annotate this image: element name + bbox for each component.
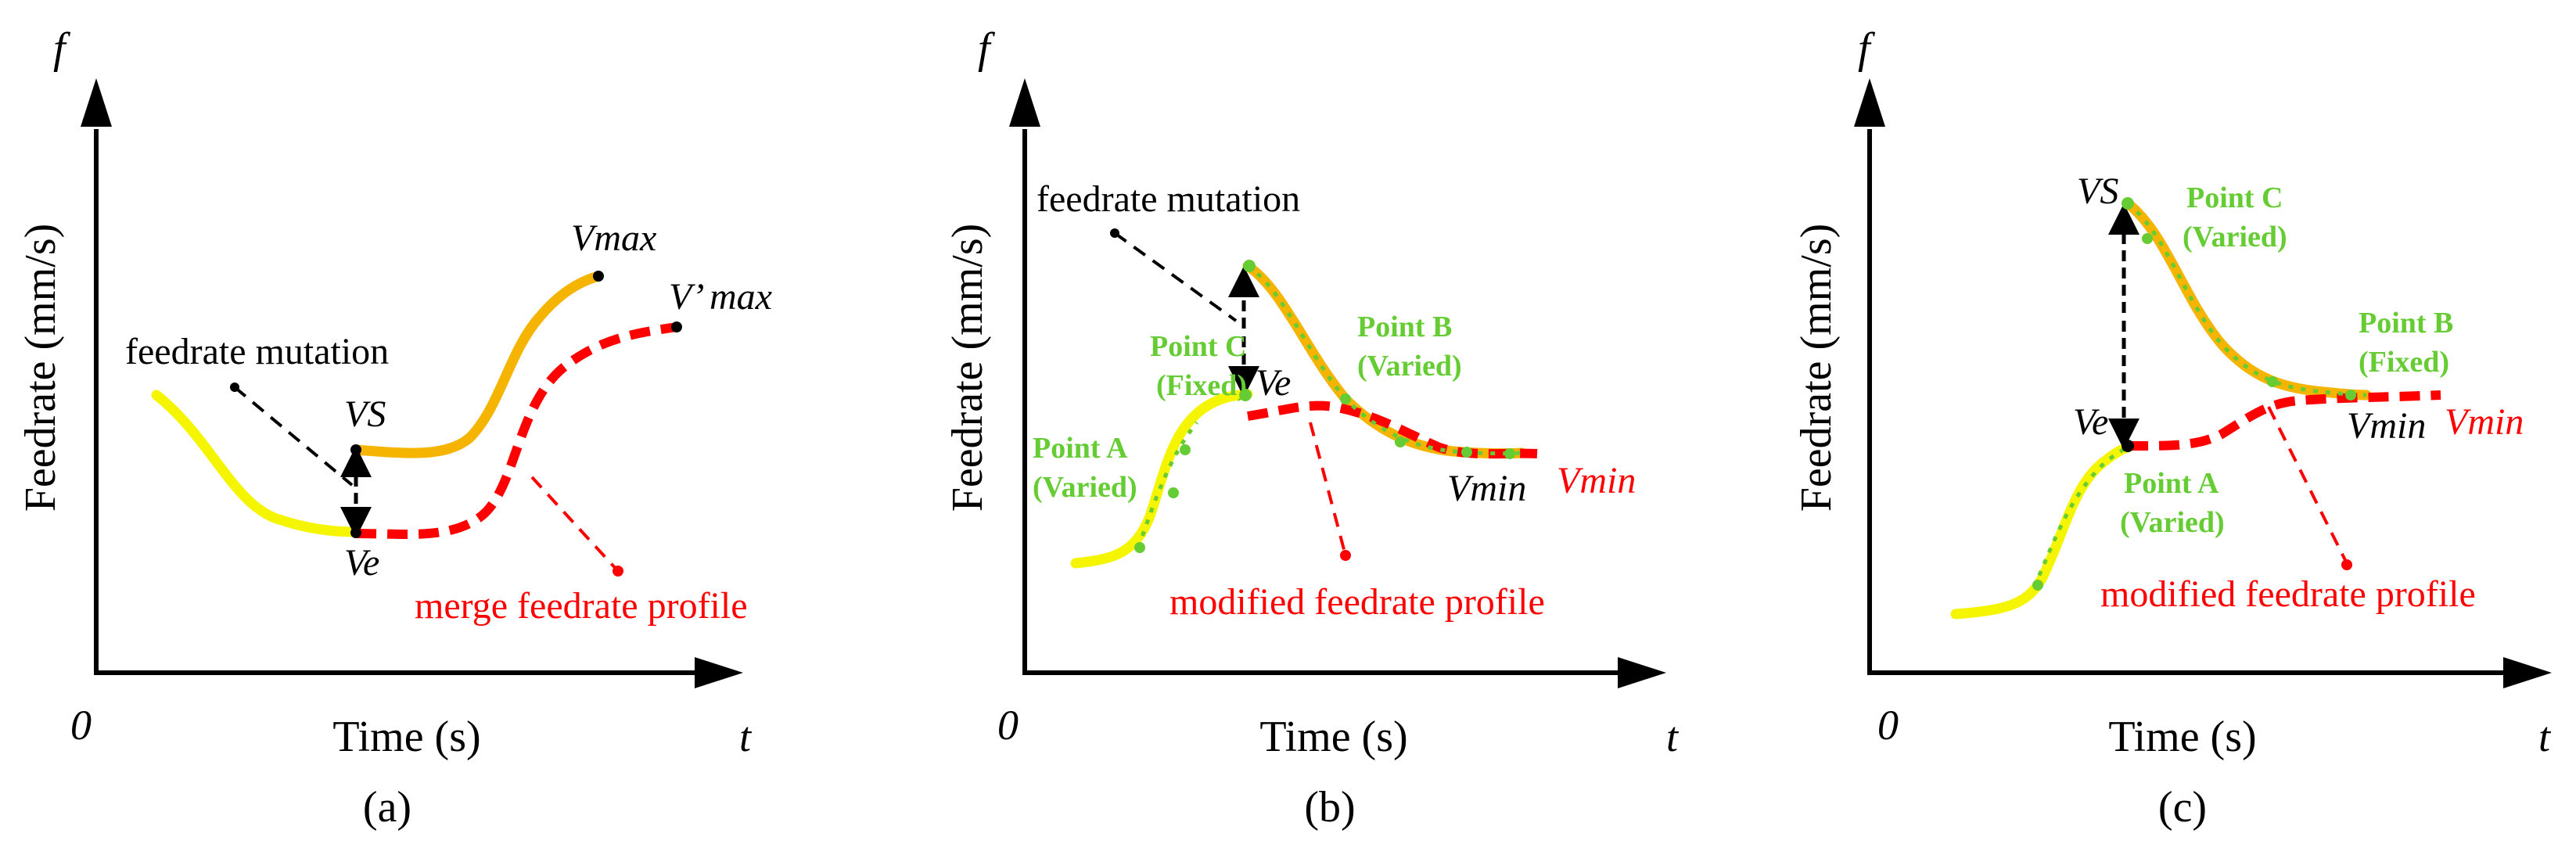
green-point: [1134, 542, 1145, 553]
modified-profile-red: [2127, 390, 2441, 451]
point-b-marker: [2267, 376, 2278, 387]
origin-label: 0: [1877, 702, 1899, 749]
vmax-prime-point: [671, 322, 682, 332]
mutation-pointer-line: [233, 386, 354, 487]
panel-caption: (b): [1304, 783, 1355, 832]
panel-caption: (a): [363, 783, 411, 832]
x-axis-arrowhead: [2503, 657, 2552, 688]
y-axis-symbol: f: [53, 24, 71, 73]
vs-point: [2122, 197, 2134, 210]
point-a-state: (Varied): [1033, 471, 1137, 504]
green-point: [1504, 448, 1515, 459]
vmin-point: [2345, 390, 2356, 401]
point-b-state: (Varied): [1357, 350, 1462, 383]
origin-label: 0: [70, 702, 92, 749]
yellow-profile: [151, 390, 361, 537]
vmin-label: Vmin: [1447, 468, 1526, 509]
ve-label: Ve: [2073, 401, 2108, 443]
x-axis-symbol: t: [1666, 713, 1680, 760]
profile-label: modified feedrate profile: [2100, 573, 2476, 615]
vmax-prime-label: V’ max: [669, 276, 772, 318]
profile-label: modified feedrate profile: [1169, 581, 1545, 623]
panel-c: f 0 t Time (s) Feedrate (mm/s) (c) VS Ve…: [1792, 24, 2552, 832]
vs-label: VS: [2077, 171, 2118, 212]
green-overlay-lower: [1136, 421, 1198, 548]
y-axis-symbol: f: [978, 24, 996, 73]
orange-profile: [350, 271, 604, 458]
ve-point: [350, 527, 361, 538]
vmax-label: Vmax: [571, 217, 656, 259]
y-axis-arrowhead: [1854, 78, 1885, 127]
profile-pointer-line: [530, 476, 620, 573]
point-b-label: Point B: [2359, 307, 2453, 339]
y-axis-title: Feedrate (mm/s): [16, 224, 65, 512]
y-axis-title: Feedrate (mm/s): [1792, 224, 1841, 512]
point-a-label: Point A: [1033, 432, 1128, 465]
mutation-label: feedrate mutation: [125, 331, 389, 372]
y-axis-symbol: f: [1858, 24, 1876, 73]
vs-label: VS: [344, 393, 386, 435]
profile-pointer-dot: [2341, 559, 2352, 570]
vmax-point: [593, 271, 604, 282]
merge-profile-red: [355, 322, 677, 539]
profile-pointer-dot: [1340, 550, 1351, 561]
profile-pointer-line: [1309, 422, 1347, 556]
vmin-label: Vmin: [2347, 405, 2426, 447]
point-b-state: (Fixed): [2359, 346, 2449, 379]
yellow-profile: [1070, 389, 1253, 569]
green-point: [2032, 580, 2043, 591]
point-b-marker: [1340, 393, 1351, 404]
x-axis-arrowhead: [1618, 657, 1666, 688]
y-axis-arrowhead: [81, 78, 112, 127]
vmin-point: [1461, 447, 1472, 458]
x-axis-title: Time (s): [2108, 713, 2256, 761]
profile-label: merge feedrate profile: [415, 585, 748, 627]
panel-a: f 0 t Time (s) Feedrate (mm/s) (a) feedr…: [16, 24, 772, 832]
point-c-marker: [1239, 389, 1252, 401]
ve-label: Ve: [344, 542, 379, 584]
modified-profile-red: [1247, 401, 1538, 459]
vmin-red-label: Vmin: [1557, 460, 1636, 501]
vmin-red-label: Vmin: [2445, 401, 2524, 443]
vs-point: [350, 444, 361, 455]
x-axis-symbol: t: [739, 713, 753, 760]
panel-b: f 0 t Time (s) Feedrate (mm/s) (b) feedr…: [943, 24, 1680, 832]
y-axis-arrowhead: [1009, 78, 1040, 127]
orange-profile: [1242, 260, 1527, 459]
point-a-state: (Varied): [2120, 506, 2225, 539]
point-c-marker: [2142, 233, 2153, 244]
profile-pointer-dot: [613, 566, 623, 577]
point-c-label: Point C: [1150, 330, 1247, 363]
mutation-pointer-line: [1113, 232, 1238, 322]
x-axis-title: Time (s): [332, 713, 480, 761]
x-axis-arrowhead: [695, 657, 743, 688]
ve-label: Ve: [1256, 362, 1291, 404]
x-axis-title: Time (s): [1259, 713, 1407, 761]
point-c-state: (Varied): [2183, 221, 2287, 253]
point-c-state: (Fixed): [1156, 369, 1247, 402]
x-axis-symbol: t: [2538, 713, 2552, 760]
green-point: [1168, 487, 1179, 498]
yellow-profile: [1950, 442, 2133, 620]
green-point: [1180, 444, 1191, 455]
profile-pointer-line: [2267, 406, 2348, 564]
green-overlay-upper: [2126, 202, 2367, 397]
origin-label: 0: [997, 702, 1019, 749]
point-c-label: Point C: [2186, 181, 2283, 214]
mutation-top-point: [1243, 260, 1256, 272]
point-a-label: Point A: [2124, 467, 2219, 500]
mutation-label: feedrate mutation: [1037, 178, 1300, 220]
ve-point: [2122, 440, 2134, 452]
panel-caption: (c): [2158, 783, 2207, 832]
y-axis-title: Feedrate (mm/s): [943, 224, 992, 512]
green-point: [1395, 436, 1406, 447]
green-overlay-lower: [2032, 445, 2129, 588]
point-b-label: Point B: [1357, 311, 1452, 343]
